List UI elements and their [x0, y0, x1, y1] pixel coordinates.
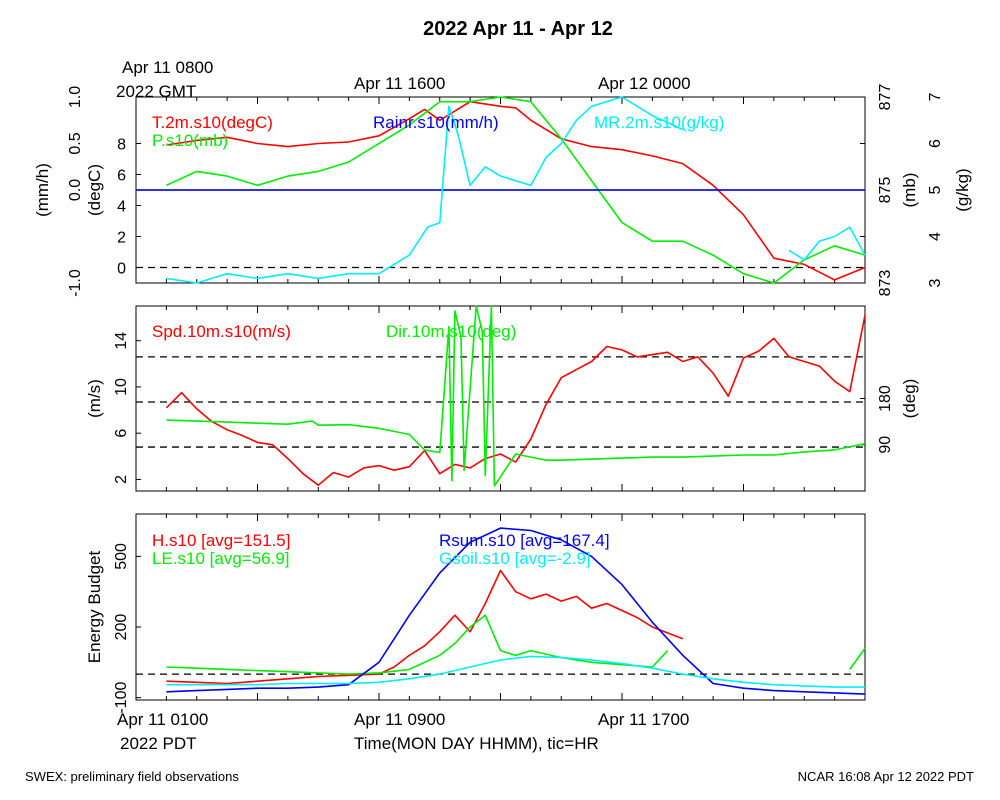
top-time-label-0: Apr 11 0800: [122, 58, 213, 77]
legend-dir-10m-s10-deg-: Dir.10m.s10(deg): [386, 322, 516, 341]
y-axis-label-spd: (m/s): [85, 379, 104, 418]
y-axis-label-w: Energy Budget: [85, 550, 104, 663]
y-axis-label-rain: (mm/h): [33, 163, 52, 217]
series-line-rsum-s10: [166, 527, 866, 695]
y-tick-label-spd: 2: [113, 475, 130, 484]
bottom-time-label-2: Apr 11 1700: [598, 710, 689, 729]
series-line-t-2m-s10-degc-: [166, 100, 866, 281]
legend-p-s10-mb-: P.s10(mb): [152, 131, 228, 150]
y-tick-label-dir: 90: [877, 436, 894, 454]
y-tick-label-spd: 6: [113, 429, 130, 438]
y-tick-label-mr: 4: [927, 232, 944, 241]
legend-rainr-s10-mm-h-: Rainr.s10(mm/h): [373, 113, 499, 132]
panel-meteorology: -1.0 0.0 0.5 1.0 (mm/h) 0 2 4 6 8 (degC) 873 875 877 (…: [33, 84, 972, 297]
y-tick-label-pres: 873: [877, 270, 894, 297]
y-tick-label-temp: 8: [117, 137, 126, 154]
legend-rsum-s10: Rsum.s10 [avg=167.4]: [439, 531, 610, 550]
y-tick-label-mr: 7: [927, 92, 944, 101]
y-axis-label-dir: (deg): [900, 379, 919, 419]
y-axis-label-pres: (mb): [900, 173, 919, 208]
series-line-mr-2m-s10-g-kg-: [166, 96, 866, 284]
y-tick-label-rain: 0.5: [67, 132, 84, 154]
top-time-label-0-line2: 2022 GMT: [116, 82, 196, 101]
bottom-time-label-0-line2: 2022 PDT: [120, 734, 197, 753]
bottom-time-label-0: Apr 11 0100: [117, 710, 208, 729]
y-tick-label-dir: 180: [877, 385, 894, 412]
series-line-le-s10: [166, 614, 866, 675]
top-time-label-2: Apr 12 0000: [598, 74, 691, 93]
y-axis-label-mr: (g/kg): [953, 168, 972, 211]
legend-le-s10: LE.s10 [avg=56.9]: [152, 549, 290, 568]
y-tick-label-pres: 877: [877, 84, 894, 111]
y-tick-label-mr: 5: [927, 185, 944, 194]
legend-spd-10m-s10-m-s-: Spd.10m.s10(m/s): [152, 322, 291, 341]
footer-right: NCAR 16:08 Apr 12 2022 PDT: [798, 769, 974, 784]
y-tick-label-temp: 4: [117, 199, 126, 216]
y-tick-label-temp: 0: [117, 261, 126, 278]
legend-mr-2m-s10-g-kg-: MR.2m.s10(g/kg): [594, 113, 724, 132]
y-tick-label-spd: 10: [113, 378, 130, 396]
legend-t-2m-s10-degc-: T.2m.s10(degC): [152, 113, 273, 132]
y-tick-label-rain: 0.0: [67, 179, 84, 201]
y-tick-label-mr: 3: [927, 278, 944, 287]
legend-gsoil-s10: Gsoil.s10 [avg=-2.9]: [439, 549, 591, 568]
y-tick-label-temp: 6: [117, 168, 126, 185]
y-tick-label-spd: 14: [113, 332, 130, 350]
y-tick-label-pres: 875: [877, 177, 894, 204]
y-axis-label-temp: (degC): [85, 164, 104, 216]
panel-wind: 2 6 10 14 (m/s) 90 180 (deg) Spd.10m.s10(m/s) Dir…: [85, 305, 919, 492]
y-tick-label-w: 500: [113, 543, 130, 570]
y-tick-label-mr: 6: [927, 139, 944, 148]
chart-title: 2022 Apr 11 - Apr 12: [423, 18, 613, 40]
bottom-time-label-1: Apr 11 0900: [354, 710, 445, 729]
series-line-p-s10-mb-: [166, 96, 866, 284]
series-line-h-s10: [166, 569, 684, 685]
footer-left: SWEX: preliminary field observations: [25, 769, 239, 784]
series-line-spd-10m-s10-m-s-: [165, 315, 866, 486]
legend-h-s10: H.s10 [avg=151.5]: [152, 531, 290, 550]
series-line-gsoil-s10: [166, 655, 865, 688]
x-axis-label: Time(MON DAY HHMM), tic=HR: [354, 734, 599, 753]
y-tick-label-rain: 1.0: [67, 86, 84, 108]
y-tick-label-w: -100: [113, 682, 130, 714]
series-line-dir-10m-s10-deg-: [166, 305, 866, 487]
y-tick-label-rain: -1.0: [67, 269, 84, 297]
top-time-label-1: Apr 11 1600: [354, 74, 445, 93]
y-tick-label-temp: 2: [117, 230, 126, 247]
y-tick-label-w: 200: [113, 614, 130, 641]
panel-energy-budget: -100 200 500 Energy Budget H.s10 [avg=151.5]…: [85, 513, 866, 714]
